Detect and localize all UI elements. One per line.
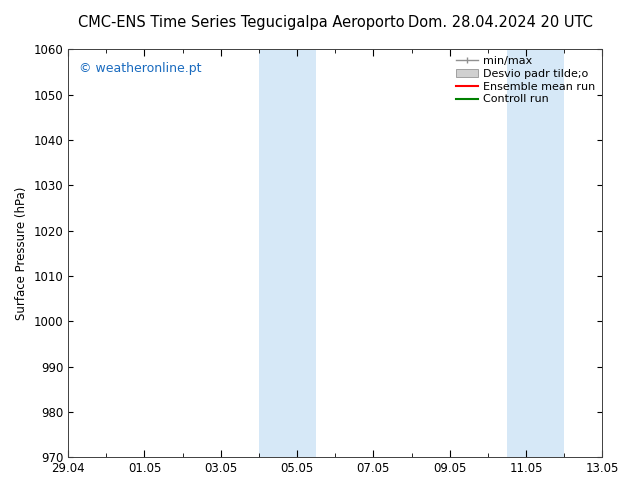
Text: Dom. 28.04.2024 20 UTC: Dom. 28.04.2024 20 UTC (408, 15, 593, 30)
Text: CMC-ENS Time Series Tegucigalpa Aeroporto: CMC-ENS Time Series Tegucigalpa Aeroport… (77, 15, 404, 30)
Legend: min/max, Desvio padr tilde;o, Ensemble mean run, Controll run: min/max, Desvio padr tilde;o, Ensemble m… (451, 51, 600, 109)
Bar (507, 49, 564, 457)
Y-axis label: Surface Pressure (hPa): Surface Pressure (hPa) (15, 187, 28, 320)
Bar (259, 49, 316, 457)
Text: © weatheronline.pt: © weatheronline.pt (79, 62, 202, 74)
